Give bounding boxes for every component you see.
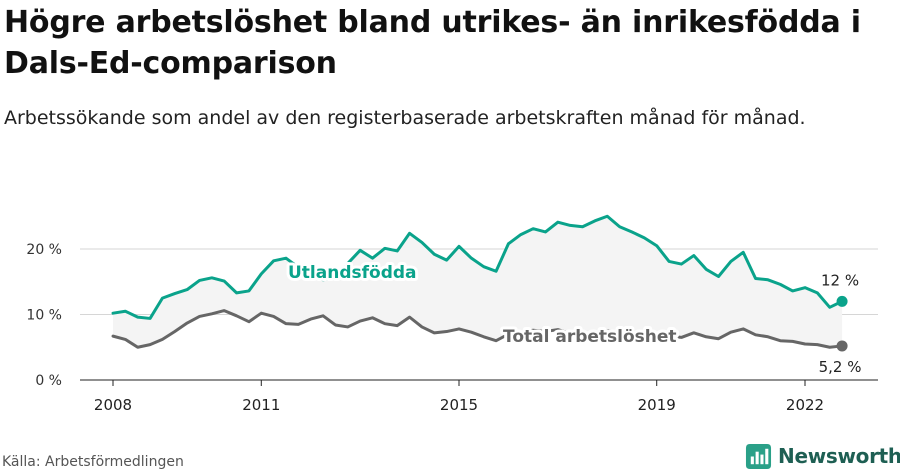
series-label-foreign: Utlandsfödda <box>288 263 417 283</box>
y-tick-label: 20 % <box>26 242 62 258</box>
series-layer <box>111 214 848 352</box>
brand-logo[interactable]: Newsworthy <box>745 442 900 470</box>
end-value-label-total: 5,2 % <box>819 358 862 376</box>
end-value-label-foreign: 12 % <box>821 271 859 289</box>
series-label-total: Total arbetslöshet <box>503 327 677 347</box>
gap-area <box>113 216 843 348</box>
series-endpoint-foreign <box>836 295 848 307</box>
chart-title: Högre arbetslöshet bland utrikes- än inr… <box>4 5 861 81</box>
chart-subtitle: Arbetssökande som andel av den registerb… <box>4 107 806 129</box>
series-endpoint-total <box>836 340 848 352</box>
series-label-total-halo: Total arbetslöshet <box>503 327 677 347</box>
x-tick-label: 2011 <box>242 396 280 414</box>
y-tick-label: 10 % <box>26 308 62 324</box>
series-line-total <box>111 309 844 349</box>
brand-name: Newsworthy <box>778 444 900 468</box>
x-tick-label: 2019 <box>638 396 676 414</box>
x-tick-label: 2022 <box>786 396 824 414</box>
newsworthy-logo-icon <box>745 443 772 469</box>
x-tick-label: 2008 <box>94 396 132 414</box>
series-line-foreign <box>111 214 844 320</box>
y-tick-label: 0 % <box>35 373 62 389</box>
series-label-foreign-halo: Utlandsfödda <box>288 263 417 283</box>
x-tick-label: 2015 <box>440 396 478 414</box>
source-note: Källa: Arbetsförmedlingen <box>2 454 184 470</box>
